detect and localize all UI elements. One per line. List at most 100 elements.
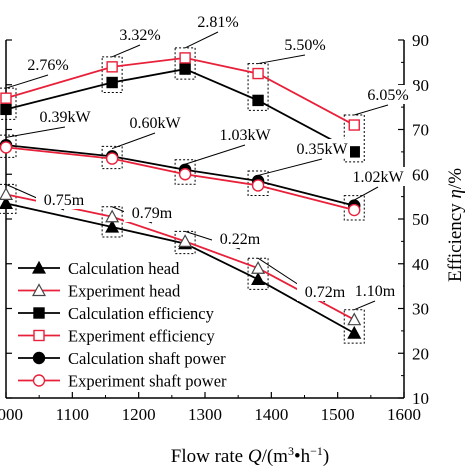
annotation-label: 2.76% <box>27 57 68 74</box>
y-right-tick-label: 70 <box>412 121 429 140</box>
annotation-bg <box>20 55 76 74</box>
data-point <box>348 119 360 131</box>
data-point <box>106 76 118 89</box>
y-right-tick-label: 10 <box>412 389 429 408</box>
legend-item: Experiment head <box>18 282 181 301</box>
annotation-bg <box>297 282 353 301</box>
data-point <box>105 219 120 233</box>
annotation-label: 0.75m <box>44 192 85 209</box>
data-point <box>252 94 264 107</box>
y-right-tick-label: 20 <box>412 344 429 363</box>
annotation-label: 0.60kW <box>129 115 181 132</box>
x-tick-label: 1000 <box>0 405 23 424</box>
legend-item: Experiment shaft power <box>18 372 227 391</box>
annotation-label: 0.72m <box>305 284 346 301</box>
x-tick-label: 1100 <box>56 405 89 424</box>
data-point <box>251 260 266 274</box>
annotation-bg <box>294 139 350 158</box>
legend-label: Experiment shaft power <box>68 372 227 391</box>
legend-marker <box>33 307 45 319</box>
annotation-label: 1.03kW <box>219 127 271 144</box>
legend-label: Calculation efficiency <box>68 304 215 323</box>
data-point <box>347 325 362 339</box>
annotation-label: 5.50% <box>284 37 325 54</box>
y-right-tick-label: 50 <box>412 210 429 229</box>
legend-label: Calculation head <box>68 259 180 278</box>
annotation-label: 6.05% <box>367 87 408 104</box>
data-point <box>178 234 193 247</box>
legend-item: Calculation shaft power <box>18 349 226 368</box>
annotation-bg <box>37 107 93 126</box>
comparison-bracket <box>0 134 17 158</box>
annotation-label: 0.22m <box>220 231 261 248</box>
data-point <box>105 209 120 223</box>
data-point <box>105 152 119 165</box>
annotation-bg <box>347 281 403 300</box>
annotation-bg <box>217 125 273 144</box>
annotation-leader <box>354 104 389 116</box>
x-tick-label: 1200 <box>122 405 156 424</box>
annotation-label: 2.81% <box>197 14 238 31</box>
annotation-leader <box>111 44 141 58</box>
legend-label: Calculation shaft power <box>68 349 226 368</box>
annotation-leader <box>5 74 49 89</box>
annotation-bg <box>360 85 416 104</box>
legend-marker <box>31 260 47 274</box>
data-point <box>0 103 12 116</box>
y-right-tick-label: 30 <box>412 300 429 319</box>
annotation-label: 0.35kW <box>296 141 348 158</box>
annotation-bg <box>124 203 180 222</box>
annotation-leader <box>257 54 306 65</box>
annotation-leader <box>184 144 246 165</box>
series-experiment-efficiency <box>0 52 360 131</box>
annotation-label: 3.32% <box>119 27 160 44</box>
data-point <box>179 52 191 64</box>
annotation-bg <box>190 12 246 31</box>
legend-marker <box>32 374 46 387</box>
annotation-leader <box>257 158 323 176</box>
legend-marker <box>33 329 45 342</box>
x-tick-label: 1400 <box>254 405 288 424</box>
annotation-bg <box>212 229 268 248</box>
data-point <box>0 141 13 154</box>
data-point <box>251 272 266 286</box>
annotation-bg <box>277 35 333 54</box>
data-point <box>348 203 361 217</box>
annotation-bg <box>350 167 406 186</box>
annotation-leader <box>354 300 376 311</box>
annotation-bg <box>112 25 168 44</box>
x-tick-label: 1500 <box>321 405 355 424</box>
legend: Calculation head Experiment head Calculati… <box>18 259 227 391</box>
data-point <box>252 67 264 80</box>
y-right-tick-label: 90 <box>412 31 429 50</box>
data-point <box>0 187 14 200</box>
series-experiment-head <box>0 187 362 326</box>
comparison-bracket <box>247 63 269 111</box>
annotation-label: 0.39kW <box>39 109 91 126</box>
data-point <box>347 312 362 326</box>
legend-item: Calculation efficiency <box>18 304 215 323</box>
y-axis-right-label: Efficiency η/% <box>445 168 466 282</box>
data-point <box>251 179 265 192</box>
series-experiment-shaft-power <box>0 141 361 217</box>
comparison-bracket <box>247 257 269 290</box>
y-right-tick-label: 80 <box>412 76 429 95</box>
series-calculation-efficiency <box>0 63 360 158</box>
data-point <box>178 168 192 181</box>
x-tick-label: 1600 <box>387 405 421 424</box>
legend-label: Experiment head <box>68 282 181 301</box>
annotations: 2.76% 3.32% 2.81% 5.50% 6.05% 0.39kW 0.60kW 1.0… <box>5 12 416 311</box>
annotation-label: 0.79m <box>132 205 173 222</box>
annotation-leader <box>184 31 219 49</box>
legend-item: Calculation head <box>18 259 180 278</box>
annotation-leader <box>5 126 66 138</box>
annotation-leader <box>354 186 379 201</box>
annotation-label: 1.02kW <box>352 169 404 186</box>
data-point <box>348 146 360 158</box>
x-tick-label: 1300 <box>188 405 222 424</box>
y-right-tick-label: 40 <box>412 255 429 274</box>
legend-label: Experiment efficiency <box>68 327 216 346</box>
y-right-tick-label: 60 <box>412 165 429 184</box>
